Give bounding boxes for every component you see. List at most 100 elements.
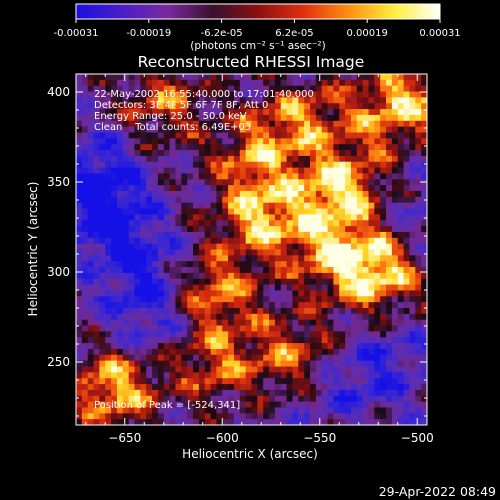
heatmap-cell: [263, 126, 270, 134]
heatmap-cell: [327, 226, 334, 233]
heatmap-cell: [356, 308, 364, 315]
heatmap-cell: [397, 366, 405, 373]
heatmap-cell: [210, 243, 217, 251]
heatmap-cell: [175, 290, 182, 297]
heatmap-cell: [280, 290, 288, 297]
heatmap-cell: [362, 79, 370, 87]
heatmap-cell: [274, 173, 282, 180]
heatmap-cell: [134, 313, 141, 321]
heatmap-cell: [87, 360, 95, 368]
heatmap-cell: [409, 296, 416, 303]
heatmap-cell: [298, 348, 305, 356]
heatmap-cell: [386, 366, 393, 373]
heatmap-cell: [251, 272, 258, 280]
heatmap-cell: [216, 249, 223, 256]
heatmap-cell: [81, 389, 89, 397]
heatmap-cell: [362, 319, 370, 327]
heatmap-cell: [257, 278, 264, 286]
heatmap-cell: [374, 185, 381, 192]
heatmap-cell: [157, 208, 165, 215]
heatmap-cell: [356, 91, 364, 98]
heatmap-cell: [292, 191, 299, 198]
heatmap-cell: [193, 185, 200, 192]
heatmap-cell: [362, 208, 370, 215]
heatmap-cell: [228, 185, 235, 192]
heatmap-cell: [163, 155, 171, 163]
heatmap-cell: [362, 161, 370, 169]
heatmap-cell: [374, 302, 381, 309]
heatmap-cell: [81, 272, 89, 280]
heatmap-cell: [409, 85, 416, 93]
heatmap-cell: [292, 138, 299, 145]
heatmap-cell: [239, 243, 247, 251]
heatmap-cell: [315, 155, 323, 163]
heatmap-cell: [269, 284, 276, 292]
heatmap-cell: [128, 302, 136, 309]
heatmap-cell: [175, 354, 182, 362]
heatmap-cell: [216, 231, 223, 239]
heatmap-cell: [157, 231, 165, 239]
heatmap-cell: [280, 179, 288, 186]
heatmap-cell: [350, 407, 358, 414]
heatmap-cell: [122, 179, 130, 186]
heatmap-cell: [146, 395, 153, 403]
heatmap-cell: [193, 114, 200, 122]
heatmap-cell: [403, 237, 411, 245]
heatmap-cell: [415, 331, 422, 338]
heatmap-cell: [310, 150, 317, 157]
heatmap-cell: [87, 185, 95, 192]
heatmap-cell: [93, 378, 100, 385]
heatmap-cell: [116, 348, 124, 356]
heatmap-cell: [274, 272, 282, 280]
heatmap-cell: [339, 161, 346, 169]
heatmap-cell: [187, 331, 194, 338]
heatmap-cell: [87, 173, 95, 180]
heatmap-cell: [204, 413, 212, 420]
heatmap-cell: [257, 384, 264, 391]
heatmap-cell: [391, 91, 399, 98]
heatmap-cell: [216, 389, 223, 397]
heatmap-cell: [345, 284, 352, 292]
heatmap-cell: [175, 401, 182, 409]
heatmap-cell: [269, 144, 276, 151]
heatmap-cell: [327, 161, 334, 169]
heatmap-cell: [274, 419, 282, 425]
heatmap-cell: [403, 243, 411, 251]
heatmap-cell: [409, 202, 416, 210]
heatmap-cell: [140, 226, 147, 233]
heatmap-cell: [140, 413, 147, 420]
heatmap-cell: [298, 296, 305, 303]
heatmap-cell: [315, 243, 323, 251]
heatmap-cell: [245, 290, 253, 297]
heatmap-cell: [386, 161, 393, 169]
heatmap-cell: [210, 255, 217, 262]
heatmap-cell: [239, 120, 247, 128]
heatmap-cell: [146, 226, 153, 233]
heatmap-cell: [146, 313, 153, 321]
heatmap-cell: [345, 196, 352, 204]
heatmap-cell: [298, 226, 305, 233]
heatmap-cell: [87, 74, 95, 81]
heatmap-cell: [128, 179, 136, 186]
heatmap-cell: [175, 161, 182, 169]
heatmap-cell: [310, 208, 317, 215]
heatmap-cell: [111, 255, 118, 262]
heatmap-cell: [298, 214, 305, 221]
heatmap-cell: [368, 343, 375, 350]
heatmap-cell: [280, 255, 288, 262]
heatmap-cell: [222, 313, 229, 321]
heatmap-cell: [251, 150, 258, 157]
heatmap-cell: [274, 109, 282, 116]
heatmap-cell: [76, 79, 83, 87]
heatmap-cell: [280, 91, 288, 98]
heatmap-cell: [157, 220, 165, 227]
heatmap-cell: [251, 302, 258, 309]
heatmap-cell: [116, 284, 124, 292]
heatmap-cell: [163, 208, 171, 215]
heatmap-cell: [204, 237, 212, 245]
heatmap-cell: [233, 150, 241, 157]
heatmap-cell: [157, 413, 165, 420]
heatmap-cell: [105, 167, 112, 175]
heatmap-cell: [198, 226, 206, 233]
heatmap-cell: [350, 413, 358, 420]
